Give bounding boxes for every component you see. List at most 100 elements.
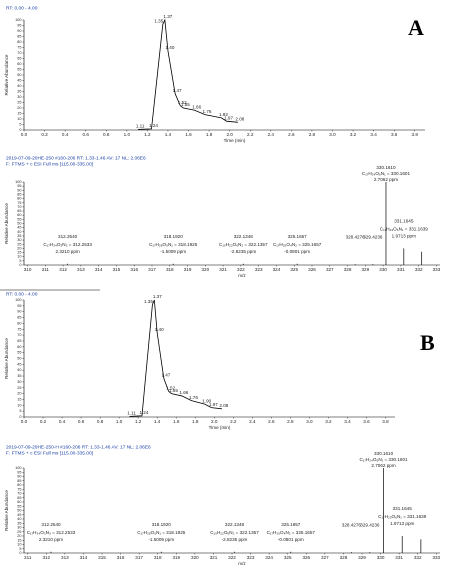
- chart-header: RT: 0.00 - 4.00: [6, 291, 38, 297]
- y-tick-label: 45: [17, 226, 21, 230]
- x-tick-label: 0.0: [21, 132, 28, 137]
- peak-label: 331.1645: [394, 219, 414, 224]
- y-tick-label: 65: [17, 496, 21, 500]
- point-label: 1.97: [209, 402, 218, 407]
- y-tick-label: 15: [17, 397, 21, 401]
- x-axis-label: Time (min): [224, 138, 246, 143]
- x-tick-label: 311: [42, 267, 50, 272]
- y-tick-label: 90: [17, 29, 21, 33]
- y-tick-label: 45: [17, 79, 21, 83]
- x-tick-label: 0.6: [82, 132, 89, 137]
- x-tick-label: 1.2: [135, 419, 142, 424]
- x-tick-label: 1.2: [144, 132, 151, 137]
- y-tick-label: 30: [17, 526, 21, 530]
- x-tick-label: 332: [415, 267, 423, 272]
- point-label: 1.66: [179, 390, 188, 395]
- y-tick-label: 20: [17, 392, 21, 396]
- x-tick-label: 1.8: [192, 419, 199, 424]
- y-tick-label: 70: [17, 492, 21, 496]
- ppm-label: -1.5009 ppm: [160, 249, 186, 254]
- x-tick-label: 331: [397, 267, 405, 272]
- y-tick-label: 35: [17, 374, 21, 378]
- x-tick-label: 325: [284, 555, 292, 560]
- x-tick-label: 0.8: [97, 419, 104, 424]
- x-tick-label: 328: [344, 267, 352, 272]
- y-tick-label: 40: [17, 84, 21, 88]
- x-tick-label: 2.4: [249, 419, 256, 424]
- y-tick-label: 5: [19, 409, 21, 413]
- ppm-label: 2.7062 ppm: [374, 177, 398, 182]
- x-tick-label: 322: [237, 267, 245, 272]
- formula-label: C₁₅H₂₂O₆N₂ = 322.1357: [210, 530, 259, 535]
- point-label: 1.37: [163, 14, 172, 19]
- peak-label: 312.2540: [58, 234, 78, 239]
- y-tick-label: 0: [19, 551, 21, 555]
- x-axis-label: Time (min): [209, 425, 231, 430]
- point-label: 1.66: [192, 104, 201, 109]
- x-tick-label: 3.2: [325, 419, 332, 424]
- point-label: 1.55: [181, 102, 190, 107]
- y-tick-label: 0: [19, 415, 21, 419]
- x-axis-label: m/z: [238, 561, 246, 566]
- y-tick-label: 40: [17, 368, 21, 372]
- y-tick-label: 25: [17, 101, 21, 105]
- ppm-label: -0.0801 ppm: [284, 249, 310, 254]
- y-tick-label: 90: [17, 188, 21, 192]
- peak-label: 322.1348: [234, 234, 254, 239]
- chart-header: F: FTMS + c ESI Full ms [115.00-335.00]: [6, 161, 93, 167]
- y-tick-label: 30: [17, 238, 21, 242]
- point-label: 1.52: [178, 100, 187, 105]
- ppm-label: 1.9713 ppm: [390, 521, 414, 526]
- y-tick-label: 55: [17, 68, 21, 72]
- x-tick-label: 313: [77, 267, 85, 272]
- y-tick-label: 10: [17, 403, 21, 407]
- x-tick-label: 329: [361, 267, 369, 272]
- chart-header: 2019-07-09-20HE-250-H #160-206 RT: 1.33-…: [6, 444, 151, 450]
- ppm-label: -0.0801 ppm: [278, 537, 304, 542]
- formula-label: C₁₇H₂₄O₆N₁ = 330.1601: [362, 171, 411, 176]
- x-tick-label: 3.6: [391, 132, 398, 137]
- peak-label: 318.1920: [164, 234, 184, 239]
- x-tick-label: 314: [80, 555, 88, 560]
- point-label: 1.76: [189, 395, 198, 400]
- x-tick-label: 1.4: [165, 132, 172, 137]
- formula-label: C₁₇H₃₄O₃N₃ = 312.2533: [27, 530, 76, 535]
- x-tick-label: 3.4: [370, 132, 377, 137]
- ppm-label: 2.7062 ppm: [371, 463, 395, 468]
- y-tick-label: 15: [17, 538, 21, 542]
- x-tick-label: 3.8: [412, 132, 419, 137]
- x-tick-label: 0.4: [62, 132, 69, 137]
- x-tick-label: 3.6: [363, 419, 370, 424]
- y-axis-label: Relative Abundance: [4, 490, 9, 531]
- x-tick-label: 325: [290, 267, 298, 272]
- point-label: 1.92: [219, 112, 228, 117]
- x-tick-label: 315: [113, 267, 121, 272]
- trace: [129, 299, 222, 417]
- point-label: 1.11: [127, 411, 136, 416]
- y-tick-label: 85: [17, 479, 21, 483]
- x-tick-label: 313: [61, 555, 69, 560]
- x-tick-label: 330: [379, 267, 387, 272]
- y-tick-label: 60: [17, 213, 21, 217]
- x-tick-label: 319: [184, 267, 192, 272]
- point-label: 1.35: [154, 19, 163, 24]
- x-tick-label: 327: [326, 267, 334, 272]
- point-label: 1.76: [202, 109, 211, 114]
- peak-label: 322.1348: [225, 522, 245, 527]
- y-tick-label: 100: [15, 298, 21, 302]
- x-tick-label: 3.0: [306, 419, 313, 424]
- y-tick-label: 25: [17, 242, 21, 246]
- x-tick-label: 2.6: [288, 132, 295, 137]
- x-tick-label: 3.8: [382, 419, 389, 424]
- chart-header: F: FTMS + c ESI Full ms [115.00-335.00]: [6, 450, 93, 456]
- x-tick-label: 329: [358, 555, 366, 560]
- y-tick-label: 95: [17, 304, 21, 308]
- y-tick-label: 10: [17, 255, 21, 259]
- y-tick-label: 35: [17, 521, 21, 525]
- x-tick-label: 1.4: [154, 419, 161, 424]
- x-tick-label: 2.8: [287, 419, 294, 424]
- y-tick-label: 95: [17, 24, 21, 28]
- y-tick-label: 65: [17, 57, 21, 61]
- y-tick-label: 75: [17, 327, 21, 331]
